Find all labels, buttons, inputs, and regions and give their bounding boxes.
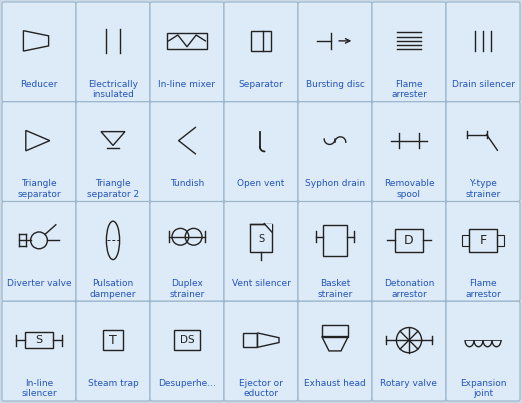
Bar — [469, 229, 497, 252]
FancyBboxPatch shape — [372, 301, 446, 401]
FancyBboxPatch shape — [224, 2, 298, 102]
Text: Separator: Separator — [239, 80, 283, 89]
FancyBboxPatch shape — [298, 102, 372, 202]
Text: Rotary valve: Rotary valve — [381, 379, 437, 388]
Bar — [25, 332, 53, 348]
Text: Open vent: Open vent — [238, 179, 284, 189]
FancyBboxPatch shape — [298, 202, 372, 301]
FancyBboxPatch shape — [372, 102, 446, 202]
FancyBboxPatch shape — [150, 301, 224, 401]
FancyBboxPatch shape — [2, 202, 76, 301]
Text: D: D — [404, 234, 414, 247]
FancyBboxPatch shape — [446, 301, 520, 401]
Text: F: F — [479, 234, 487, 247]
FancyBboxPatch shape — [224, 102, 298, 202]
Text: Electrically
insulated: Electrically insulated — [88, 80, 138, 99]
FancyBboxPatch shape — [372, 202, 446, 301]
FancyBboxPatch shape — [446, 202, 520, 301]
FancyBboxPatch shape — [2, 102, 76, 202]
FancyBboxPatch shape — [298, 301, 372, 401]
Text: Syphon drain: Syphon drain — [305, 179, 365, 189]
Text: In-line
silencer: In-line silencer — [21, 379, 57, 399]
FancyBboxPatch shape — [150, 102, 224, 202]
Text: Vent silencer: Vent silencer — [232, 279, 290, 288]
Text: Desuperhe...: Desuperhe... — [158, 379, 216, 388]
Text: T: T — [109, 334, 117, 347]
Text: Flame
arrestor: Flame arrestor — [465, 279, 501, 299]
Bar — [251, 31, 271, 51]
Text: Triangle
separator: Triangle separator — [17, 179, 61, 199]
Text: Diverter valve: Diverter valve — [7, 279, 72, 288]
Bar — [323, 225, 347, 256]
Bar — [497, 235, 504, 246]
Polygon shape — [264, 224, 272, 232]
Bar — [395, 229, 423, 252]
Bar — [167, 33, 207, 49]
Text: S: S — [258, 234, 264, 244]
FancyBboxPatch shape — [76, 202, 150, 301]
Text: Basket
strainer: Basket strainer — [317, 279, 353, 299]
FancyBboxPatch shape — [446, 2, 520, 102]
Text: Y-type
strainer: Y-type strainer — [466, 179, 501, 199]
Text: Exhaust head: Exhaust head — [304, 379, 366, 388]
FancyBboxPatch shape — [2, 2, 76, 102]
FancyBboxPatch shape — [150, 202, 224, 301]
Text: Reducer: Reducer — [20, 80, 58, 89]
FancyBboxPatch shape — [2, 301, 76, 401]
Text: Bursting disc: Bursting disc — [305, 80, 364, 89]
FancyBboxPatch shape — [298, 2, 372, 102]
Text: DS: DS — [180, 335, 194, 345]
Text: Pulsation
dampener: Pulsation dampener — [90, 279, 136, 299]
Text: Steam trap: Steam trap — [88, 379, 138, 388]
Text: Drain silencer: Drain silencer — [452, 80, 515, 89]
Text: In-line mixer: In-line mixer — [159, 80, 216, 89]
FancyBboxPatch shape — [150, 2, 224, 102]
Text: Duplex
strainer: Duplex strainer — [169, 279, 205, 299]
FancyBboxPatch shape — [76, 2, 150, 102]
FancyBboxPatch shape — [76, 102, 150, 202]
Text: Flame
arrester: Flame arrester — [391, 80, 427, 99]
FancyBboxPatch shape — [224, 301, 298, 401]
Text: Expansion
joint: Expansion joint — [460, 379, 506, 399]
FancyBboxPatch shape — [224, 202, 298, 301]
Text: Ejector or
eductor: Ejector or eductor — [239, 379, 283, 399]
Text: Triangle
separator 2: Triangle separator 2 — [87, 179, 139, 199]
Text: S: S — [35, 335, 43, 345]
Bar — [174, 330, 200, 350]
Bar — [462, 235, 469, 246]
FancyBboxPatch shape — [446, 102, 520, 202]
FancyBboxPatch shape — [372, 2, 446, 102]
Bar — [250, 224, 272, 252]
Bar — [243, 333, 257, 347]
Text: Removable
spool: Removable spool — [384, 179, 434, 199]
Text: Detonation
arrestor: Detonation arrestor — [384, 279, 434, 299]
Text: Tundish: Tundish — [170, 179, 204, 189]
Bar — [322, 324, 348, 337]
Bar — [103, 330, 123, 350]
FancyBboxPatch shape — [76, 301, 150, 401]
